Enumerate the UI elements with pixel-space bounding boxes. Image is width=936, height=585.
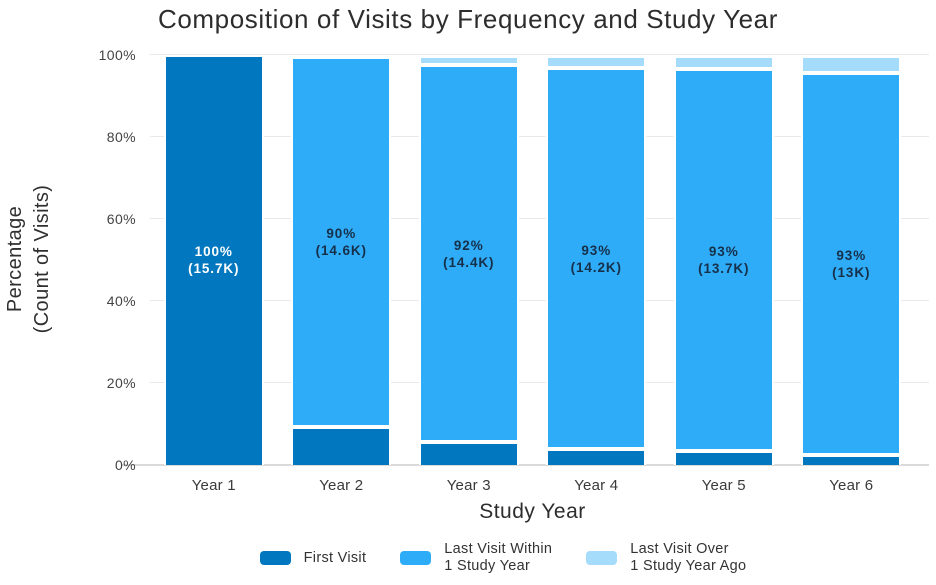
x-tick-label: Year 2 (319, 477, 364, 494)
legend-swatch-last-visit-within (400, 551, 432, 565)
bar-value-label: 93% (13K) (832, 248, 871, 281)
chart-title: Composition of Visits by Frequency and S… (157, 4, 779, 34)
bar-segment (801, 55, 902, 74)
y-tick-label: 40% (106, 293, 136, 309)
bar-year-5: 93% (13.7K) (673, 55, 774, 465)
bar-value-label: 92% (14.4K) (443, 237, 495, 270)
y-axis-title: Percentage (Count of Visits) (2, 109, 60, 409)
bar-segment (163, 55, 264, 465)
bar-segment (418, 442, 519, 465)
gridline (150, 218, 929, 219)
y-axis-title-line2: (Count of Visits) (31, 184, 53, 334)
x-tick-label: Year 6 (829, 477, 874, 494)
y-axis-title-line1: Percentage (4, 205, 26, 313)
bar-slot: 93% (14.2K) (533, 55, 661, 465)
x-tick-label: Year 4 (574, 477, 619, 494)
bar-year-4: 93% (14.2K) (546, 55, 647, 465)
legend-label-line: 1 Study Year Ago (630, 558, 747, 574)
legend-label-line: Last Visit Over (630, 541, 729, 557)
bar-slot: 100% (15.7K) (150, 55, 278, 465)
legend-label: Last Visit Over 1 Study Year Ago (630, 541, 746, 575)
bar-slot: 92% (14.4K) (405, 55, 533, 465)
gridline (150, 300, 929, 301)
gridline (150, 136, 929, 137)
y-tick-label: 60% (106, 211, 136, 227)
y-tick-label: 20% (106, 375, 136, 391)
bars: 100% (15.7K) 90% (14.6K) 92% (14.4K) 93% (14.2K… (150, 55, 915, 465)
bar-year-3: 92% (14.4K) (418, 55, 519, 465)
bar-value-label: 90% (14.6K) (315, 225, 367, 258)
bar-slot: 90% (14.6K) (278, 55, 406, 465)
bar-year-2: 90% (14.6K) (291, 55, 392, 465)
bar-slot: 93% (13K) (788, 55, 916, 465)
bar-segment (673, 56, 774, 70)
x-axis-title: Study Year (479, 500, 586, 523)
legend-label: First Visit (304, 550, 367, 567)
bar-segment (801, 454, 902, 465)
legend-swatch-last-visit-over (586, 551, 618, 565)
legend-swatch-first-visit (259, 551, 291, 565)
legend-label-line: Last Visit Within (444, 541, 553, 557)
x-tick-label: Year 5 (701, 477, 746, 494)
legend: First Visit Last Visit Within 1 Study Ye… (70, 541, 936, 575)
x-tick-label: Year 3 (446, 477, 491, 494)
y-tick-label: 0% (114, 457, 136, 473)
bar-segment (801, 73, 902, 455)
legend-item-first-visit: First Visit (259, 550, 367, 567)
bar-year-1: 100% (15.7K) (163, 55, 264, 465)
legend-item-last-visit-over: Last Visit Over 1 Study Year Ago (586, 541, 746, 575)
bar-segment (546, 449, 647, 465)
bar-segment (291, 57, 392, 427)
bar-segment (673, 69, 774, 451)
y-tick-label: 80% (106, 129, 136, 145)
x-tick-label: Year 1 (191, 477, 236, 494)
x-tick-labels: Year 1 Year 2 Year 3 Year 4 Year 5 Year 6 (150, 477, 915, 494)
bar-value-label: 93% (14.2K) (570, 242, 622, 275)
bar-segment (418, 65, 519, 443)
x-axis-baseline (122, 464, 929, 466)
plot-area: 0% 20% 40% 60% 80% 100% 100% (15.7K) 90% (14.6K)… (99, 47, 929, 473)
legend-item-last-visit-within: Last Visit Within 1 Study Year (400, 541, 552, 575)
bar-segment (291, 426, 392, 465)
bar-segment (546, 56, 647, 69)
bar-segment (673, 450, 774, 465)
gridline (150, 382, 929, 383)
bar-segment (418, 55, 519, 66)
legend-label-line: First Visit (303, 549, 367, 566)
gridline (150, 54, 929, 55)
y-tick-label: 100% (98, 47, 136, 63)
bar-segment (546, 68, 647, 450)
bar-value-label: 100% (15.7K) (188, 244, 240, 276)
bar-value-label: 93% (13.7K) (698, 244, 750, 276)
legend-label-line: 1 Study Year (444, 558, 531, 574)
legend-label: Last Visit Within 1 Study Year (444, 541, 552, 575)
bar-year-6: 93% (13K) (801, 55, 902, 465)
bar-slot: 93% (13.7K) (660, 55, 788, 465)
